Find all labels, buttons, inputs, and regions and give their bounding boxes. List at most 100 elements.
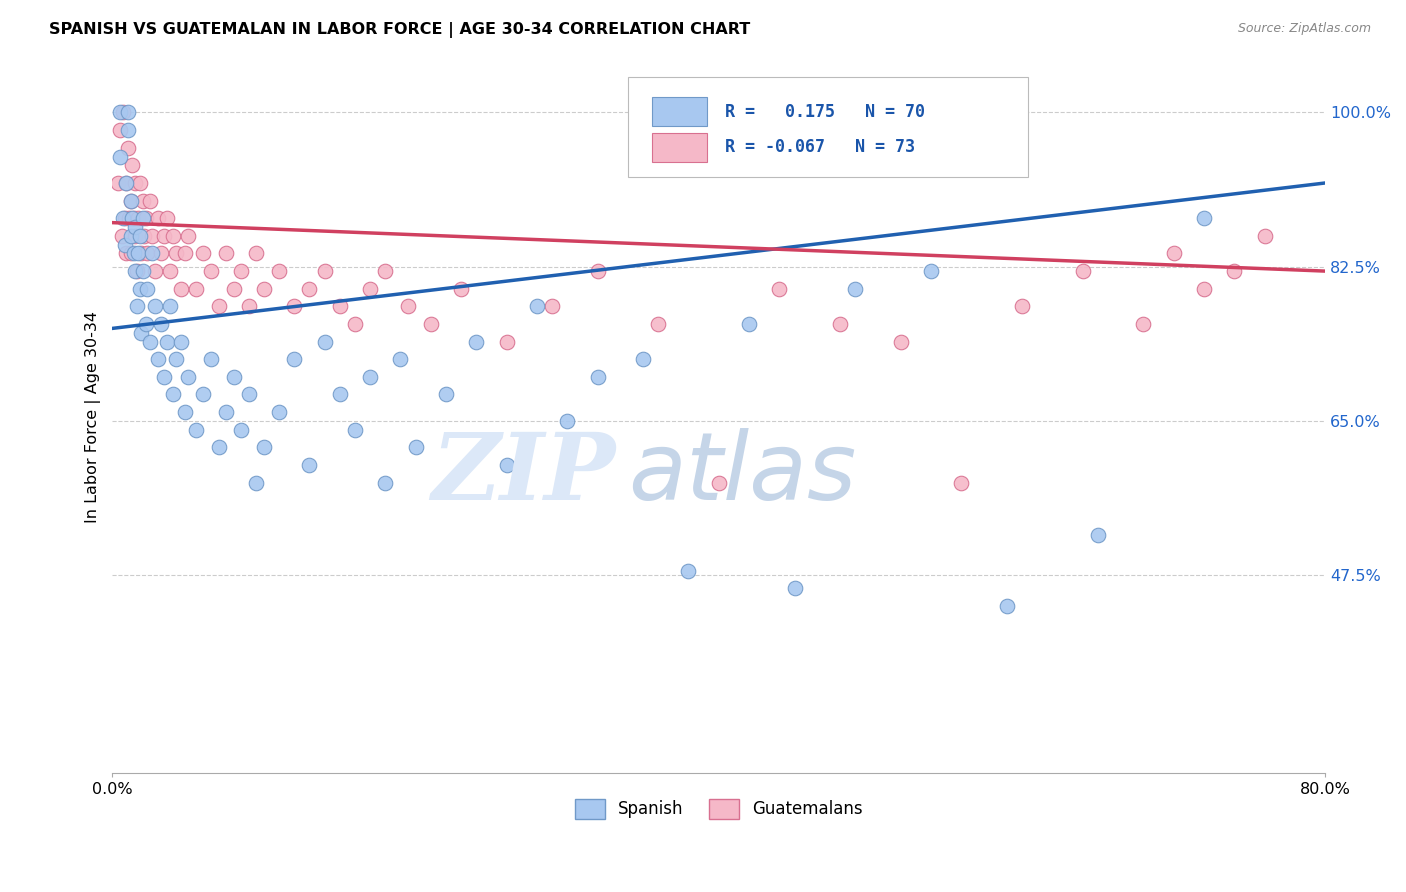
Point: [162, 387, 184, 401]
Point: [193, 246, 215, 260]
Point: [111, 105, 134, 120]
Point: [159, 299, 181, 313]
Point: [143, 264, 166, 278]
Point: [707, 475, 730, 490]
Point: [124, 220, 146, 235]
Point: [298, 282, 321, 296]
Point: [844, 282, 866, 296]
Point: [1071, 264, 1094, 278]
Point: [129, 326, 152, 340]
Point: [174, 246, 197, 260]
Point: [950, 475, 973, 490]
Point: [586, 369, 609, 384]
Point: [231, 423, 253, 437]
Point: [114, 237, 136, 252]
Point: [124, 176, 146, 190]
Point: [135, 211, 157, 226]
Point: [124, 264, 146, 278]
Point: [783, 582, 806, 596]
Point: [314, 264, 336, 278]
Point: [120, 194, 142, 208]
Point: [647, 317, 669, 331]
Point: [165, 246, 187, 260]
Point: [129, 246, 152, 260]
Point: [174, 405, 197, 419]
Point: [149, 246, 172, 260]
Point: [359, 369, 381, 384]
Point: [495, 334, 517, 349]
Point: [177, 228, 200, 243]
Point: [117, 123, 139, 137]
Point: [132, 211, 155, 226]
Point: [253, 441, 276, 455]
Point: [114, 211, 136, 226]
Point: [124, 228, 146, 243]
Point: [419, 317, 441, 331]
Point: [141, 246, 163, 260]
Point: [222, 369, 245, 384]
Point: [110, 228, 132, 243]
Point: [153, 369, 176, 384]
Point: [122, 211, 145, 226]
Point: [120, 246, 142, 260]
Point: [1192, 211, 1215, 226]
Point: [169, 334, 191, 349]
Point: [141, 228, 163, 243]
Point: [111, 211, 134, 226]
Point: [121, 158, 143, 172]
Point: [127, 246, 149, 260]
Point: [828, 317, 851, 331]
Point: [184, 423, 207, 437]
Point: [343, 317, 366, 331]
Point: [107, 176, 129, 190]
Point: [1087, 528, 1109, 542]
Point: [136, 246, 159, 260]
Point: [117, 141, 139, 155]
Point: [1011, 299, 1033, 313]
Point: [135, 317, 157, 331]
Point: [153, 228, 176, 243]
Point: [238, 387, 260, 401]
Point: [162, 228, 184, 243]
Point: [143, 299, 166, 313]
Point: [139, 334, 162, 349]
Point: [405, 441, 427, 455]
Point: [120, 228, 142, 243]
FancyBboxPatch shape: [628, 78, 1028, 178]
Point: [149, 317, 172, 331]
Point: [184, 282, 207, 296]
Point: [434, 387, 457, 401]
Point: [1223, 264, 1246, 278]
Point: [541, 299, 564, 313]
Text: R =   0.175   N = 70: R = 0.175 N = 70: [725, 103, 925, 120]
Point: [678, 564, 700, 578]
Text: atlas: atlas: [628, 428, 856, 519]
Point: [165, 352, 187, 367]
Text: Source: ZipAtlas.com: Source: ZipAtlas.com: [1237, 22, 1371, 36]
Point: [134, 228, 156, 243]
Point: [1253, 228, 1275, 243]
Point: [586, 264, 609, 278]
Text: SPANISH VS GUATEMALAN IN LABOR FORCE | AGE 30-34 CORRELATION CHART: SPANISH VS GUATEMALAN IN LABOR FORCE | A…: [49, 22, 751, 38]
Point: [215, 405, 238, 419]
Point: [207, 441, 229, 455]
Point: [269, 405, 291, 419]
Point: [108, 149, 131, 163]
Point: [995, 599, 1018, 613]
Point: [329, 299, 352, 313]
Point: [136, 282, 159, 296]
Point: [108, 123, 131, 137]
Point: [231, 264, 253, 278]
Point: [115, 246, 138, 260]
Point: [146, 211, 169, 226]
Point: [631, 352, 654, 367]
Point: [738, 317, 761, 331]
Point: [245, 246, 267, 260]
Y-axis label: In Labor Force | Age 30-34: In Labor Force | Age 30-34: [86, 310, 101, 523]
Text: ZIP: ZIP: [432, 429, 616, 518]
Point: [374, 475, 396, 490]
Point: [115, 176, 138, 190]
Point: [465, 334, 488, 349]
Point: [132, 264, 155, 278]
Point: [125, 299, 148, 313]
